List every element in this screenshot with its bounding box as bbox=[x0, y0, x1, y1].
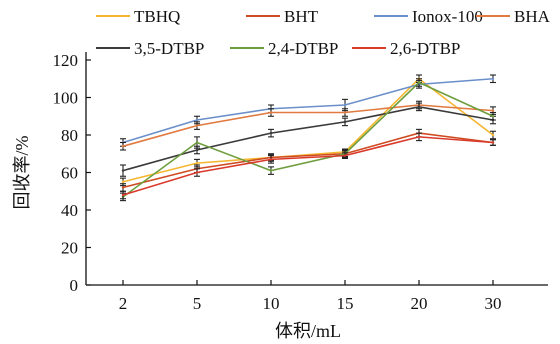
data-point bbox=[269, 131, 273, 135]
data-point bbox=[417, 81, 421, 84]
legend-item: Ionox-100 bbox=[374, 7, 483, 26]
data-point bbox=[343, 103, 347, 107]
series-line bbox=[122, 136, 494, 196]
data-point bbox=[195, 118, 199, 122]
data-point bbox=[121, 145, 125, 148]
legend-item: BHT bbox=[246, 7, 319, 26]
data-point bbox=[121, 169, 125, 172]
series-line bbox=[122, 77, 494, 144]
y-tick-label: 0 bbox=[70, 276, 79, 295]
plot-area bbox=[120, 74, 496, 202]
legend-label: BHT bbox=[284, 7, 319, 26]
data-point bbox=[121, 180, 125, 184]
series-line bbox=[122, 104, 494, 148]
data-point bbox=[343, 154, 347, 157]
legend-label: 2,6-DTBP bbox=[390, 39, 460, 58]
legend-item: 2,6-DTBP bbox=[352, 39, 460, 58]
x-tick-label: 15 bbox=[337, 294, 354, 313]
data-point bbox=[417, 135, 421, 139]
data-point bbox=[491, 133, 495, 137]
series-line bbox=[122, 106, 494, 172]
axes bbox=[85, 52, 548, 286]
legend-item: 3,5-DTBP bbox=[96, 39, 204, 58]
data-point bbox=[269, 158, 273, 161]
legend-item: 2,4-DTBP bbox=[230, 39, 338, 58]
legend-label: TBHQ bbox=[134, 7, 180, 26]
data-point bbox=[491, 115, 495, 118]
legend-label: BHA bbox=[514, 7, 551, 26]
data-point bbox=[417, 105, 421, 109]
data-point bbox=[343, 120, 347, 124]
x-tick-label: 10 bbox=[263, 294, 280, 313]
x-tick-label: 30 bbox=[485, 294, 502, 313]
data-point bbox=[491, 77, 495, 80]
data-point bbox=[121, 193, 125, 197]
y-tick-label: 80 bbox=[61, 126, 78, 145]
y-tick-label: 100 bbox=[53, 89, 79, 108]
series-line bbox=[122, 132, 494, 189]
y-tick-label: 120 bbox=[53, 51, 79, 70]
data-point bbox=[121, 186, 125, 189]
legend-item: BHA bbox=[476, 7, 551, 26]
data-point bbox=[343, 111, 347, 114]
data-point bbox=[195, 171, 199, 174]
data-point bbox=[195, 148, 199, 152]
y-tick-label: 40 bbox=[61, 201, 78, 220]
data-point bbox=[195, 124, 199, 127]
data-point bbox=[491, 109, 495, 112]
y-axis-label: 回收率/% bbox=[12, 135, 32, 209]
legend-label: Ionox-100 bbox=[412, 7, 483, 26]
data-point bbox=[195, 161, 199, 165]
legend-label: 3,5-DTBP bbox=[134, 39, 204, 58]
data-point bbox=[269, 111, 273, 114]
series-2-6-dtbp bbox=[120, 132, 496, 200]
series-line bbox=[122, 81, 494, 198]
legend: TBHQ BHT Ionox-100 BHA 3,5-DTBP 2,4-DTBP 2,6-D… bbox=[96, 7, 551, 58]
ticks: 0 20 40 60 80 100 120 2 5 10 15 20 30 bbox=[53, 51, 502, 313]
series-3-5-dtbp bbox=[120, 102, 496, 177]
x-tick-label: 2 bbox=[119, 294, 128, 313]
legend-label: 2,4-DTBP bbox=[268, 39, 338, 58]
data-point bbox=[491, 141, 495, 144]
data-point bbox=[195, 141, 199, 144]
data-point bbox=[269, 169, 273, 172]
x-tick-label: 20 bbox=[411, 294, 428, 313]
y-tick-label: 20 bbox=[61, 239, 78, 258]
series-2-4-dtbp bbox=[120, 78, 496, 202]
x-axis-label: 体积/mL bbox=[275, 321, 341, 341]
legend-item: TBHQ bbox=[96, 7, 180, 26]
y-tick-label: 60 bbox=[61, 164, 78, 183]
series-ionox-100 bbox=[120, 74, 496, 147]
x-tick-label: 5 bbox=[193, 294, 202, 313]
